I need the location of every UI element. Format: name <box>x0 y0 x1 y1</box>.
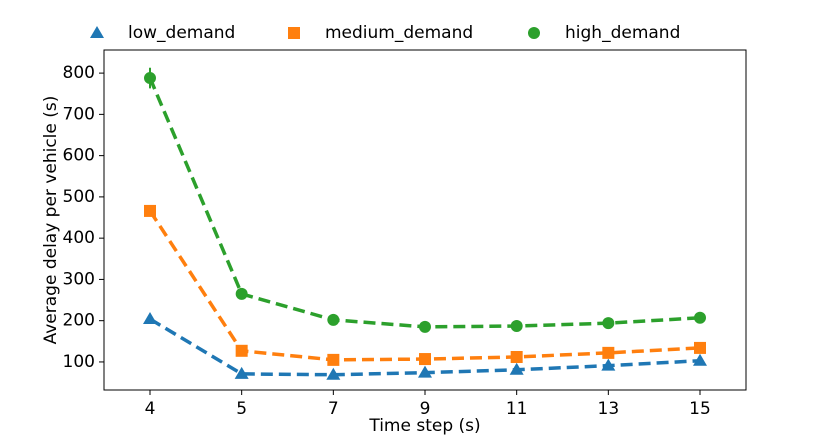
data-point <box>235 287 248 300</box>
data-point <box>143 312 157 325</box>
data-point <box>327 313 340 326</box>
data-point <box>235 344 248 357</box>
x-tick-label: 13 <box>598 399 620 419</box>
data-point <box>694 311 706 324</box>
y-tick-label: 100 <box>63 352 95 372</box>
y-tick-label: 300 <box>63 269 95 289</box>
data-point <box>601 358 616 371</box>
legend-marker <box>288 27 300 39</box>
legend-label: low_demand <box>128 23 235 43</box>
data-point <box>234 366 249 379</box>
series-line <box>148 77 701 329</box>
data-point <box>144 204 156 217</box>
x-axis-label: Time step (s) <box>368 416 480 436</box>
x-tick-label: 5 <box>236 399 247 419</box>
data-point <box>510 350 523 363</box>
data-point <box>327 353 340 366</box>
y-tick-label: 600 <box>63 146 95 166</box>
legend-marker <box>528 27 540 39</box>
y-tick-label: 700 <box>63 104 95 124</box>
x-tick-label: 11 <box>506 399 528 419</box>
data-point <box>510 320 523 333</box>
data-point <box>602 346 615 359</box>
data-point <box>419 320 431 333</box>
y-axis-label: Average delay per vehicle (s) <box>41 96 61 345</box>
x-tick-label: 9 <box>420 399 431 419</box>
y-tick-label: 500 <box>63 187 95 207</box>
y-tick-label: 400 <box>63 228 95 248</box>
legend-marker <box>90 26 104 38</box>
legend-label: medium_demand <box>325 23 473 43</box>
series-line <box>148 209 701 362</box>
x-tick-label: 4 <box>145 399 156 419</box>
data-point <box>694 341 706 354</box>
data-point <box>144 72 156 85</box>
y-tick-label: 200 <box>63 311 95 331</box>
y-tick-label: 800 <box>63 63 95 83</box>
x-tick-label: 15 <box>689 399 711 419</box>
data-point <box>418 365 432 378</box>
x-tick-label: 7 <box>328 399 339 419</box>
plot-frame <box>103 49 747 391</box>
data-point <box>509 362 524 375</box>
legend-label: high_demand <box>565 23 680 43</box>
data-point <box>419 353 431 366</box>
data-point <box>693 353 707 366</box>
data-point <box>602 317 615 330</box>
data-point <box>326 367 341 380</box>
